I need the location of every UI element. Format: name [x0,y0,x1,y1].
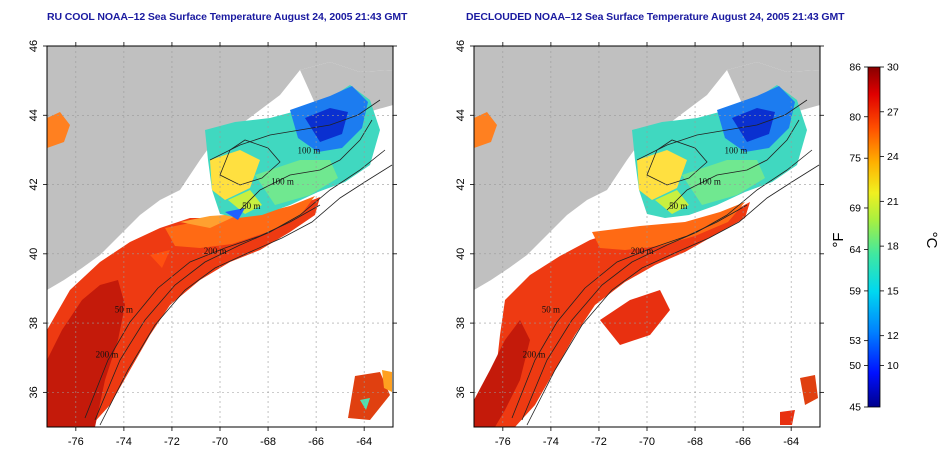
longitude-ticks: -76 -74 -72 -70 -68 -66 -64 [68,42,372,448]
celsius-tick-label: 24 [887,151,899,163]
lon-tick-label: -66 [308,436,324,448]
contour-depth-label: 100 m [725,145,748,155]
temperature-colorbar: 86 80 75 69 64 59 53 50 45 30 27 24 21 18 15 12 10 °F °… [830,62,940,414]
lon-tick-label: -66 [735,436,751,448]
lat-tick-label: 38 [28,317,40,329]
contour-depth-label: 100 m [698,177,721,187]
map-title-left: RU COOL NOAA–12 Sea Surface Temperature … [47,11,408,23]
lon-tick-label: -76 [68,436,84,448]
lon-tick-label: -70 [639,436,655,448]
contour-depth-label: 200 m [96,350,119,360]
lon-tick-label: -68 [260,436,276,448]
celsius-tick-label: 10 [887,360,899,372]
lat-tick-label: 46 [455,40,467,52]
colorbar-gradient [867,66,881,408]
fahrenheit-tick-label: 80 [849,111,861,123]
bathymetry-contours [511,99,820,426]
fahrenheit-scale: 86 80 75 69 64 59 53 50 45 [849,62,868,414]
contour-labels: 100 m 100 m 50 m 200 m 50 m 200 m [96,145,321,359]
fahrenheit-tick-label: 50 [849,360,861,372]
fahrenheit-tick-label: 45 [849,402,861,414]
contour-depth-label: 100 m [298,145,321,155]
contour-depth-label: 50 m [669,201,687,211]
lat-tick-label: 44 [28,109,40,121]
lon-tick-label: -72 [164,436,180,448]
lat-tick-label: 44 [455,109,467,121]
lon-tick-label: -64 [783,436,799,448]
lon-tick-label: -74 [543,436,559,448]
contour-depth-label: 50 m [242,201,260,211]
map-gridlines [47,45,393,427]
fahrenheit-tick-label: 75 [849,153,861,165]
lat-tick-label: 38 [455,317,467,329]
contour-labels: 100 m 100 m 50 m 200 m 50 m 200 m [523,145,748,359]
lat-tick-label: 36 [28,386,40,398]
celsius-tick-label: 18 [887,241,899,253]
bathymetry-contours [84,99,393,426]
longitude-ticks: -76 -74 -72 -70 -68 -66 -64 [495,42,799,448]
lat-tick-label: 46 [28,40,40,52]
celsius-tick-label: 15 [887,285,899,297]
contour-depth-label: 50 m [115,305,133,315]
celsius-tick-label: 27 [887,106,899,118]
map-title-right: DECLOUDED NOAA–12 Sea Surface Temperatur… [466,11,845,23]
fahrenheit-tick-label: 53 [849,335,861,347]
contour-depth-label: 200 m [631,246,654,256]
map-gridlines [474,45,820,427]
lon-tick-label: -74 [116,436,132,448]
sst-warm-water [474,202,750,427]
celsius-scale: 30 27 24 21 18 15 12 10 [880,62,899,372]
sst-scattered-pixels [474,112,818,425]
lat-tick-label: 36 [455,386,467,398]
fahrenheit-tick-label: 86 [849,62,861,74]
lon-tick-label: -68 [687,436,703,448]
lat-tick-label: 42 [455,178,467,190]
fahrenheit-unit-label: °F [830,232,847,247]
celsius-tick-label: 12 [887,330,899,342]
fahrenheit-tick-label: 64 [849,244,861,256]
celsius-tick-label: 21 [887,196,899,208]
lat-tick-label: 40 [455,248,467,260]
lon-tick-label: -64 [356,436,372,448]
latitude-ticks: 36 38 40 42 44 46 [455,40,824,398]
contour-depth-label: 100 m [271,177,294,187]
sst-warm-water [47,196,320,427]
fahrenheit-tick-label: 59 [849,285,861,297]
lat-tick-label: 40 [28,248,40,260]
contour-depth-label: 200 m [523,350,546,360]
sst-scattered-pixels [47,112,392,420]
celsius-tick-label: 30 [887,62,899,74]
fahrenheit-tick-label: 69 [849,202,861,214]
lon-tick-label: -72 [591,436,607,448]
contour-depth-label: 200 m [204,246,227,256]
lon-tick-label: -70 [212,436,228,448]
latitude-ticks: 36 38 40 42 44 46 [28,40,397,398]
lat-tick-label: 42 [28,178,40,190]
contour-depth-label: 50 m [542,305,560,315]
celsius-unit-label: °C [923,232,940,249]
lon-tick-label: -76 [495,436,511,448]
